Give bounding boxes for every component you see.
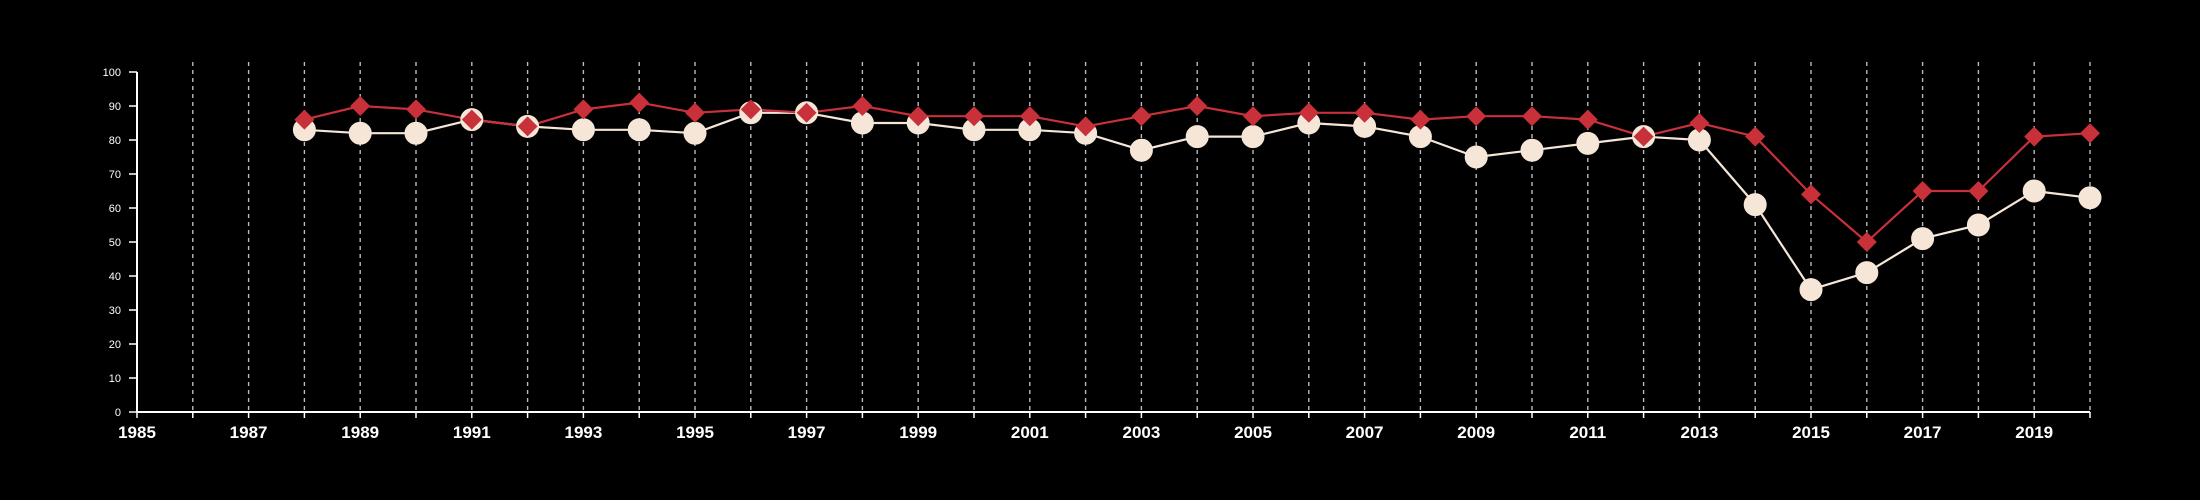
data-point-circle-2003 — [1129, 138, 1153, 162]
data-point-diamond-2018 — [1968, 181, 1989, 201]
y-tick-label-0: 0 — [115, 407, 121, 419]
data-point-circle-2009 — [1464, 145, 1488, 169]
data-point-diamond-1993 — [573, 99, 594, 120]
data-point-circle-1989 — [348, 121, 372, 145]
data-point-diamond-1994 — [629, 92, 650, 113]
data-point-diamond-2013 — [1689, 113, 1710, 133]
data-point-circle-1993 — [571, 118, 595, 142]
data-point-circle-2018 — [1966, 213, 1990, 237]
x-tick-label-2019: 2019 — [2015, 423, 2053, 442]
data-point-diamond-1995 — [685, 102, 705, 123]
data-point-diamond-2004 — [1187, 96, 1208, 116]
data-point-diamond-1997 — [796, 102, 817, 123]
data-point-circle-2010 — [1520, 138, 1544, 162]
y-tick-label-50: 50 — [109, 237, 121, 249]
data-point-circle-1990 — [404, 121, 428, 145]
data-point-circle-2020 — [2078, 186, 2102, 210]
data-point-diamond-2016 — [1856, 232, 1877, 252]
data-point-diamond-2012 — [1633, 126, 1654, 147]
data-point-diamond-2003 — [1131, 106, 1152, 127]
y-tick-label-60: 60 — [109, 203, 121, 215]
data-point-diamond-1992 — [517, 116, 538, 137]
data-point-circle-2017 — [1911, 227, 1935, 251]
data-point-diamond-1991 — [461, 109, 482, 130]
data-point-diamond-2019 — [2024, 126, 2045, 147]
data-point-circle-2005 — [1241, 125, 1265, 149]
y-tick-label-10: 10 — [109, 373, 121, 385]
data-point-circle-1994 — [627, 118, 651, 142]
data-point-diamond-1990 — [406, 99, 426, 120]
y-tick-label-100: 100 — [103, 67, 121, 79]
data-point-diamond-2008 — [1410, 109, 1431, 130]
data-point-diamond-2005 — [1243, 106, 1263, 127]
x-tick-label-1985: 1985 — [118, 423, 156, 442]
x-tick-label-2003: 2003 — [1122, 423, 1160, 442]
y-tick-label-90: 90 — [109, 101, 121, 113]
data-point-diamond-2010 — [1522, 106, 1542, 127]
data-point-diamond-2007 — [1354, 102, 1375, 123]
x-tick-label-1987: 1987 — [230, 423, 268, 442]
x-tick-label-2009: 2009 — [1457, 423, 1495, 442]
data-point-diamond-1988 — [294, 109, 315, 130]
x-tick-label-1991: 1991 — [453, 423, 491, 442]
data-point-diamond-2000 — [964, 106, 984, 127]
x-tick-label-2007: 2007 — [1346, 423, 1384, 442]
data-point-diamond-2017 — [1912, 181, 1933, 201]
x-tick-label-2013: 2013 — [1680, 423, 1718, 442]
x-tick-label-2005: 2005 — [1234, 423, 1272, 442]
data-point-diamond-1999 — [908, 106, 929, 127]
data-point-diamond-1989 — [350, 96, 371, 116]
data-point-circle-2016 — [1855, 261, 1879, 285]
data-point-diamond-2011 — [1577, 109, 1598, 130]
data-point-diamond-2015 — [1801, 184, 1821, 205]
x-tick-label-2017: 2017 — [1904, 423, 1942, 442]
x-tick-label-2015: 2015 — [1792, 423, 1830, 442]
data-point-circle-1995 — [683, 121, 707, 145]
data-point-circle-2014 — [1743, 193, 1767, 217]
x-tick-label-1993: 1993 — [564, 423, 602, 442]
data-point-diamond-2006 — [1298, 102, 1319, 123]
series-line-diamond — [304, 101, 2091, 244]
y-tick-label-70: 70 — [109, 169, 121, 181]
data-point-diamond-1996 — [740, 99, 761, 120]
data-point-diamond-2002 — [1075, 116, 1096, 137]
x-tick-label-1997: 1997 — [788, 423, 826, 442]
y-tick-label-30: 30 — [109, 305, 121, 317]
y-tick-label-80: 80 — [109, 135, 121, 147]
x-tick-label-2001: 2001 — [1011, 423, 1049, 442]
x-tick-label-1999: 1999 — [899, 423, 937, 442]
data-point-circle-2011 — [1576, 131, 1600, 155]
y-tick-label-40: 40 — [109, 271, 121, 283]
data-point-diamond-1998 — [852, 96, 873, 116]
data-point-circle-2019 — [2022, 179, 2046, 203]
data-point-diamond-2001 — [1019, 106, 1040, 127]
data-point-circle-2015 — [1799, 278, 1823, 302]
x-tick-label-1995: 1995 — [676, 423, 714, 442]
data-point-circle-2004 — [1185, 125, 1209, 149]
data-point-diamond-2020 — [2080, 123, 2100, 144]
data-point-diamond-2014 — [1745, 126, 1766, 147]
y-tick-label-20: 20 — [109, 339, 121, 351]
x-tick-label-2011: 2011 — [1569, 423, 1606, 442]
x-tick-label-1989: 1989 — [341, 423, 379, 442]
data-point-diamond-2009 — [1466, 106, 1487, 127]
